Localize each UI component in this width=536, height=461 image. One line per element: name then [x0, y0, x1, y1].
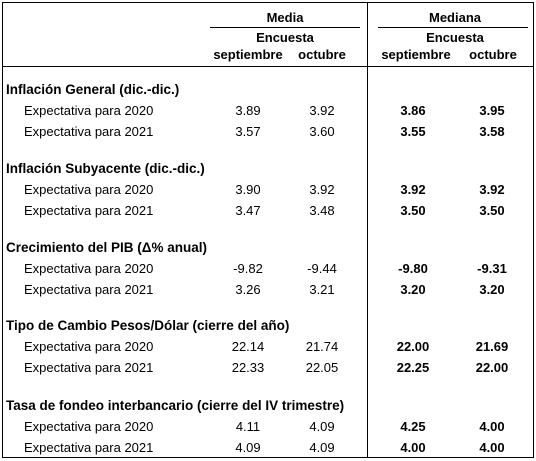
col-sep-media: septiembre [213, 47, 283, 62]
section-title: Tasa de fondeo interbancario (cierre del… [6, 398, 345, 413]
cell-media-sep: 4.09 [235, 440, 261, 455]
cell-mediana-sep: 4.25 [400, 419, 426, 434]
row-label: Expectativa para 2020 [24, 339, 154, 354]
cell-media-oct: 22.05 [305, 360, 339, 375]
row-label: Expectativa para 2020 [24, 103, 154, 118]
section-title: Inflación General (dic.-dic.) [6, 82, 180, 97]
cell-mediana-sep: 3.86 [400, 103, 426, 118]
media-mediana-divider [367, 2, 368, 458]
row-label: Expectativa para 2020 [24, 182, 154, 197]
cell-media-oct: 3.92 [309, 182, 335, 197]
cell-media-sep: -9.82 [233, 261, 263, 276]
media-header: Media [266, 10, 304, 25]
cell-media-sep: 3.89 [235, 103, 261, 118]
cell-mediana-sep: -9.80 [398, 261, 428, 276]
cell-media-sep: 3.57 [235, 124, 261, 139]
row-label: Expectativa para 2020 [24, 261, 154, 276]
encuesta-mediana-label: Encuesta [426, 30, 484, 45]
header-separator [2, 66, 534, 67]
cell-media-oct: 21.74 [305, 339, 339, 354]
row-label: Expectativa para 2021 [24, 124, 154, 139]
section-title: Tipo de Cambio Pesos/Dólar (cierre del a… [6, 318, 290, 333]
cell-media-sep: 22.14 [231, 339, 265, 354]
cell-mediana-sep: 3.92 [400, 182, 426, 197]
cell-media-oct: -9.44 [307, 261, 337, 276]
col-oct-mediana: octubre [469, 47, 517, 62]
row-label: Expectativa para 2021 [24, 440, 154, 455]
row-label: Expectativa para 2021 [24, 203, 154, 218]
cell-mediana-sep: 3.50 [400, 203, 426, 218]
cell-mediana-oct: 3.20 [479, 282, 505, 297]
cell-media-oct: 3.60 [309, 124, 335, 139]
media-underline [210, 27, 360, 28]
cell-mediana-oct: 3.58 [479, 124, 505, 139]
cell-media-sep: 4.11 [235, 419, 261, 434]
section-title: Crecimiento del PIB (Δ% anual) [6, 240, 207, 255]
row-label: Expectativa para 2021 [24, 360, 154, 375]
mediana-underline [378, 27, 528, 28]
cell-mediana-oct: -9.31 [477, 261, 507, 276]
cell-mediana-sep: 22.00 [396, 339, 430, 354]
cell-media-oct: 3.21 [309, 282, 335, 297]
mediana-header: Mediana [428, 10, 481, 25]
cell-mediana-oct: 3.92 [479, 182, 505, 197]
cell-mediana-oct: 21.69 [475, 339, 509, 354]
cell-mediana-sep: 3.55 [400, 124, 426, 139]
col-sep-mediana: septiembre [381, 47, 451, 62]
cell-media-oct: 4.09 [309, 440, 335, 455]
cell-mediana-oct: 4.00 [479, 419, 505, 434]
cell-media-oct: 3.48 [309, 203, 335, 218]
cell-media-sep: 3.47 [235, 203, 261, 218]
row-label: Expectativa para 2021 [24, 282, 154, 297]
cell-mediana-oct: 3.95 [479, 103, 505, 118]
section-title: Inflación Subyacente (dic.-dic.) [6, 161, 205, 176]
cell-media-sep: 22.33 [231, 360, 265, 375]
cell-media-oct: 4.09 [309, 419, 335, 434]
cell-mediana-sep: 4.00 [400, 440, 426, 455]
col-oct-media: octubre [298, 47, 346, 62]
cell-mediana-oct: 4.00 [479, 440, 505, 455]
cell-mediana-oct: 22.00 [475, 360, 509, 375]
cell-mediana-sep: 22.25 [396, 360, 430, 375]
cell-media-sep: 3.90 [235, 182, 261, 197]
cell-media-sep: 3.26 [235, 282, 261, 297]
encuesta-media-label: Encuesta [256, 30, 314, 45]
cell-mediana-oct: 3.50 [479, 203, 505, 218]
cell-media-oct: 3.92 [309, 103, 335, 118]
cell-mediana-sep: 3.20 [400, 282, 426, 297]
row-label: Expectativa para 2020 [24, 419, 154, 434]
